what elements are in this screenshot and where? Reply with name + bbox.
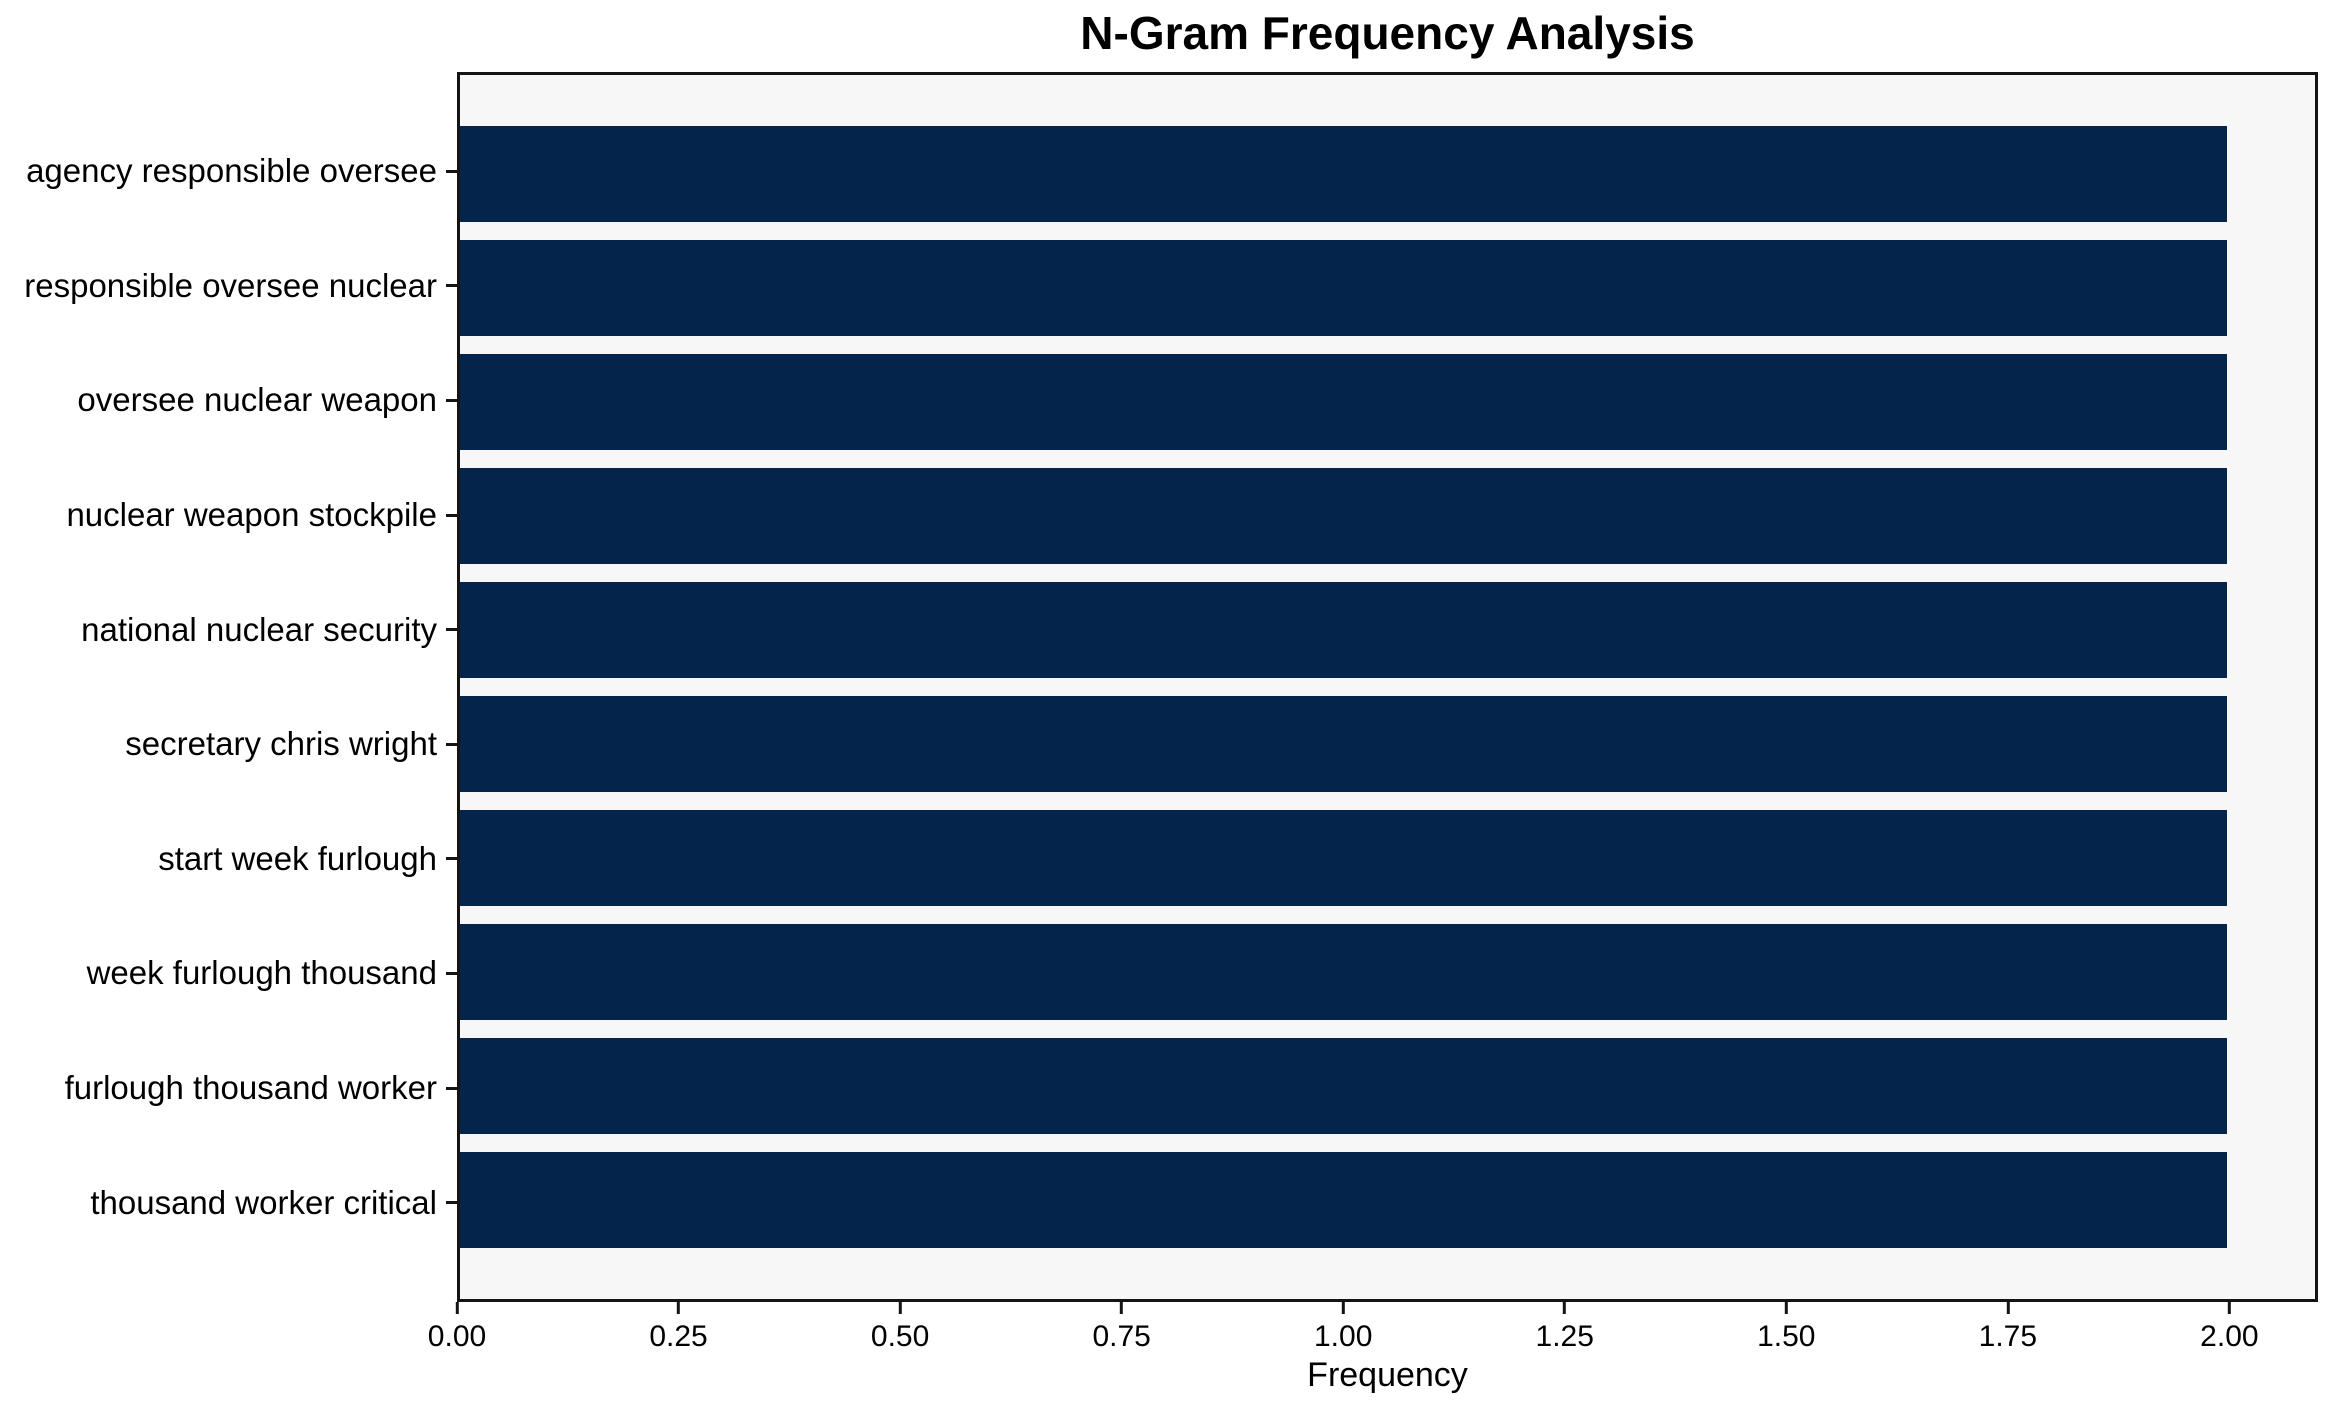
y-tick-mark: [446, 513, 457, 517]
x-tick-label: 1.25: [1535, 1320, 1594, 1353]
x-tick: 0.00: [428, 1302, 486, 1354]
x-tick: 0.25: [649, 1302, 708, 1354]
bars-container: [460, 75, 2315, 1299]
y-tick-mark: [446, 857, 457, 861]
y-label-row: oversee nuclear weapon: [0, 343, 457, 458]
x-tick-mark: [1341, 1302, 1345, 1314]
x-tick-label: 0.00: [427, 1320, 487, 1353]
y-label-row: agency responsible oversee: [0, 114, 457, 229]
x-tick-label: 2.00: [2200, 1320, 2259, 1353]
y-label-row: furlough thousand worker: [0, 1031, 457, 1146]
bar: [460, 240, 2227, 336]
x-tick-label: 1.50: [1757, 1320, 1816, 1353]
y-axis: agency responsible oversee responsible ov…: [0, 72, 457, 1302]
x-tick-mark: [677, 1302, 681, 1314]
bar-row: [460, 1029, 2315, 1143]
bar-row: [460, 801, 2315, 915]
x-tick-mark: [2227, 1302, 2231, 1314]
y-tick-mark: [446, 284, 457, 288]
x-tick: 1.75: [1979, 1302, 2037, 1354]
x-tick: 1.00: [1314, 1302, 1372, 1354]
bar: [460, 696, 2227, 792]
plot-area: [457, 72, 2318, 1302]
x-tick-label: 0.25: [649, 1320, 708, 1353]
y-tick-label: week furlough thousand: [86, 954, 437, 992]
y-tick-mark: [446, 742, 457, 746]
y-tick-mark: [446, 1086, 457, 1090]
y-tick-label: oversee nuclear weapon: [77, 381, 437, 419]
x-tick-label: 1.00: [1313, 1320, 1373, 1353]
bar: [460, 810, 2227, 906]
x-tick-label: 0.75: [1092, 1320, 1151, 1353]
x-axis-ticks: 0.00 0.25 0.50 0.75 1.00 1.25 1.50 1.75 2.00: [428, 1302, 2318, 1372]
y-tick-mark: [446, 398, 457, 402]
x-tick: 2.00: [2200, 1302, 2259, 1354]
bar-row: [460, 1143, 2315, 1257]
x-tick: 0.75: [1092, 1302, 1151, 1354]
y-tick-label: secretary chris wright: [125, 725, 437, 763]
x-tick: 0.50: [871, 1302, 929, 1354]
bar-row: [460, 459, 2315, 573]
bar-row: [460, 117, 2315, 231]
y-tick-label: thousand worker critical: [90, 1183, 437, 1221]
y-label-row: thousand worker critical: [0, 1145, 457, 1260]
x-tick-mark: [455, 1302, 459, 1314]
x-tick-mark: [1120, 1302, 1124, 1314]
bar-row: [460, 687, 2315, 801]
bar: [460, 354, 2227, 450]
bar: [460, 468, 2227, 564]
bar-row: [460, 915, 2315, 1029]
y-tick-label: national nuclear security: [81, 610, 437, 648]
y-tick-mark: [446, 169, 457, 173]
y-tick-label: start week furlough: [158, 839, 437, 877]
bar-row: [460, 231, 2315, 345]
y-tick-label: agency responsible oversee: [26, 152, 437, 190]
x-tick-label: 0.50: [870, 1320, 930, 1353]
bar: [460, 1038, 2227, 1134]
bar-row: [460, 573, 2315, 687]
x-tick-mark: [2006, 1302, 2010, 1314]
y-tick-mark: [446, 1201, 457, 1205]
y-tick-label: furlough thousand worker: [64, 1069, 437, 1107]
y-tick-mark: [446, 971, 457, 975]
y-tick-label: responsible oversee nuclear: [24, 266, 437, 304]
y-label-row: secretary chris wright: [0, 687, 457, 802]
y-tick-label: nuclear weapon stockpile: [66, 496, 437, 534]
y-label-row: start week furlough: [0, 802, 457, 917]
bar: [460, 924, 2227, 1020]
bar: [460, 582, 2227, 678]
chart-title: N-Gram Frequency Analysis: [1080, 7, 1695, 59]
y-label-row: national nuclear security: [0, 572, 457, 687]
y-label-row: responsible oversee nuclear: [0, 229, 457, 344]
x-tick: 1.50: [1757, 1302, 1815, 1354]
x-tick-mark: [1563, 1302, 1567, 1314]
x-tick-mark: [898, 1302, 902, 1314]
x-tick-label: 1.75: [1978, 1320, 2038, 1353]
x-tick-mark: [1784, 1302, 1788, 1314]
y-tick-mark: [446, 628, 457, 632]
bar-row: [460, 345, 2315, 459]
bar: [460, 1152, 2227, 1248]
x-tick: 1.25: [1536, 1302, 1594, 1354]
bar: [460, 126, 2227, 222]
x-axis-label: Frequency: [1307, 1356, 1468, 1394]
y-label-row: week furlough thousand: [0, 916, 457, 1031]
y-label-row: nuclear weapon stockpile: [0, 458, 457, 573]
